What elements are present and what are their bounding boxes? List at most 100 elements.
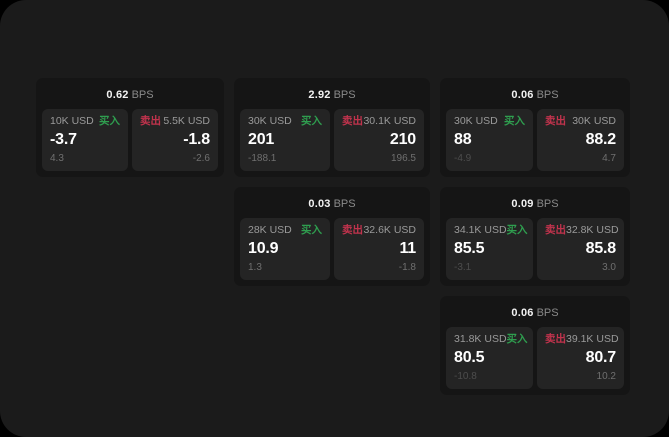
sell-size-label: 30.1K USD [363, 115, 416, 127]
card-sides: 31.8K USD 买入 80.5 -10.8 卖出 39.1K USD 80.… [446, 327, 624, 389]
card-sides: 10K USD 买入 -3.7 4.3 卖出 5.5K USD -1.8 -2.… [42, 109, 218, 171]
sell-action-label: 卖出 [140, 115, 161, 127]
bps-unit-label: BPS [536, 307, 559, 319]
buy-panel[interactable]: 30K USD 买入 201 -188.1 [240, 109, 330, 171]
buy-panel[interactable]: 30K USD 买入 88 -4.9 [446, 109, 533, 171]
bps-unit-label: BPS [333, 89, 356, 101]
card-sides: 28K USD 买入 10.9 1.3 卖出 32.6K USD 11 -1.8 [240, 218, 424, 280]
buy-panel[interactable]: 28K USD 买入 10.9 1.3 [240, 218, 330, 280]
quote-card[interactable]: 0.03 BPS 28K USD 买入 10.9 1.3 卖出 [234, 187, 430, 286]
buy-price: -3.7 [50, 131, 77, 149]
buy-panel-header: 10K USD 买入 [50, 116, 120, 127]
sell-size-label: 32.6K USD [363, 224, 416, 236]
buy-size-label: 10K USD [50, 115, 94, 127]
sell-action-label: 卖出 [342, 224, 363, 236]
buy-action-label: 买入 [504, 115, 525, 127]
sell-panel-header: 卖出 5.5K USD [140, 116, 210, 127]
buy-delta: -3.1 [454, 262, 472, 273]
quote-card[interactable]: 0.06 BPS 30K USD 买入 88 -4.9 卖出 [440, 78, 630, 177]
quote-card[interactable]: 0.09 BPS 34.1K USD 买入 85.5 -3.1 卖出 [440, 187, 630, 286]
buy-price: 80.5 [454, 349, 485, 367]
sell-panel[interactable]: 卖出 39.1K USD 80.7 10.2 [537, 327, 624, 389]
sell-delta: 3.0 [602, 262, 616, 273]
card-sides: 30K USD 买入 201 -188.1 卖出 30.1K USD 210 1… [240, 109, 424, 171]
buy-action-label: 买入 [99, 115, 120, 127]
sell-size-label: 32.8K USD [566, 224, 619, 236]
card-header: 0.03 BPS [240, 194, 424, 218]
quote-card[interactable]: 2.92 BPS 30K USD 买入 201 -188.1 卖出 [234, 78, 430, 177]
card-header: 0.62 BPS [42, 85, 218, 109]
sell-delta: -2.6 [192, 153, 210, 164]
sell-size-label: 5.5K USD [163, 115, 210, 127]
sell-action-label: 卖出 [342, 115, 363, 127]
buy-delta: 1.3 [248, 262, 262, 273]
buy-delta: -188.1 [248, 153, 277, 164]
buy-panel-header: 30K USD 买入 [248, 116, 322, 127]
sell-panel-header: 卖出 32.6K USD [342, 225, 416, 236]
buy-action-label: 买入 [301, 115, 322, 127]
sell-price: 210 [389, 131, 416, 149]
sell-panel-header: 卖出 30K USD [545, 116, 616, 127]
sell-panel[interactable]: 卖出 32.6K USD 11 -1.8 [334, 218, 424, 280]
sell-panel[interactable]: 卖出 32.8K USD 85.8 3.0 [537, 218, 624, 280]
card-sides: 34.1K USD 买入 85.5 -3.1 卖出 32.8K USD 85.8… [446, 218, 624, 280]
bps-unit-label: BPS [333, 198, 356, 210]
buy-action-label: 买入 [301, 224, 322, 236]
sell-price: 11 [399, 240, 416, 258]
quote-column-1: 0.62 BPS 10K USD 买入 -3.7 4.3 卖出 [36, 78, 224, 177]
buy-size-label: 30K USD [248, 115, 292, 127]
quote-card[interactable]: 0.62 BPS 10K USD 买入 -3.7 4.3 卖出 [36, 78, 224, 177]
sell-price: -1.8 [183, 131, 210, 149]
sell-panel[interactable]: 卖出 30.1K USD 210 196.5 [334, 109, 424, 171]
sell-panel-header: 卖出 32.8K USD [545, 224, 619, 236]
buy-panel-header: 30K USD 买入 [454, 116, 525, 127]
card-header: 2.92 BPS [240, 85, 424, 109]
sell-size-label: 30K USD [572, 115, 616, 127]
sell-delta: 196.5 [390, 153, 416, 164]
buy-panel-header: 34.1K USD 买入 [454, 224, 528, 236]
card-header: 0.09 BPS [446, 194, 624, 218]
buy-size-label: 28K USD [248, 224, 292, 236]
buy-price: 201 [248, 131, 275, 149]
sell-price: 85.8 [585, 240, 617, 258]
sell-delta: -1.8 [398, 262, 416, 273]
sell-panel[interactable]: 卖出 30K USD 88.2 4.7 [537, 109, 624, 171]
bps-unit-label: BPS [536, 198, 559, 210]
bps-value: 0.09 [511, 198, 534, 210]
buy-size-label: 30K USD [454, 115, 498, 127]
sell-panel-header: 卖出 39.1K USD [545, 333, 619, 345]
card-header: 0.06 BPS [446, 303, 624, 327]
sell-delta: 10.2 [596, 371, 616, 382]
sell-action-label: 卖出 [545, 333, 566, 345]
quote-column-2: 2.92 BPS 30K USD 买入 201 -188.1 卖出 [234, 78, 430, 286]
quote-card[interactable]: 0.06 BPS 31.8K USD 买入 80.5 -10.8 卖出 [440, 296, 630, 395]
buy-delta: -4.9 [454, 153, 472, 164]
buy-panel[interactable]: 34.1K USD 买入 85.5 -3.1 [446, 218, 533, 280]
sell-price: 80.7 [585, 349, 617, 367]
buy-delta: -10.8 [454, 371, 477, 382]
buy-price: 85.5 [454, 240, 485, 258]
buy-size-label: 34.1K USD [454, 224, 507, 236]
buy-panel[interactable]: 31.8K USD 买入 80.5 -10.8 [446, 327, 533, 389]
bps-value: 2.92 [308, 89, 331, 101]
buy-panel-header: 31.8K USD 买入 [454, 333, 528, 345]
bps-unit-label: BPS [131, 89, 154, 101]
buy-size-label: 31.8K USD [454, 333, 507, 345]
bps-value: 0.06 [511, 89, 534, 101]
buy-action-label: 买入 [506, 333, 528, 345]
buy-action-label: 买入 [506, 224, 528, 236]
buy-panel[interactable]: 10K USD 买入 -3.7 4.3 [42, 109, 128, 171]
sell-panel-header: 卖出 30.1K USD [342, 116, 416, 127]
card-header: 0.06 BPS [446, 85, 624, 109]
buy-delta: 4.3 [50, 153, 64, 164]
quote-board: 0.62 BPS 10K USD 买入 -3.7 4.3 卖出 [36, 78, 634, 395]
bps-value: 0.06 [511, 307, 534, 319]
sell-action-label: 卖出 [545, 224, 566, 236]
buy-panel-header: 28K USD 买入 [248, 225, 322, 236]
sell-price: 88.2 [585, 131, 617, 149]
quote-column-3: 0.06 BPS 30K USD 买入 88 -4.9 卖出 [440, 78, 630, 395]
sell-panel[interactable]: 卖出 5.5K USD -1.8 -2.6 [132, 109, 218, 171]
bps-unit-label: BPS [536, 89, 559, 101]
buy-price: 88 [454, 131, 472, 149]
